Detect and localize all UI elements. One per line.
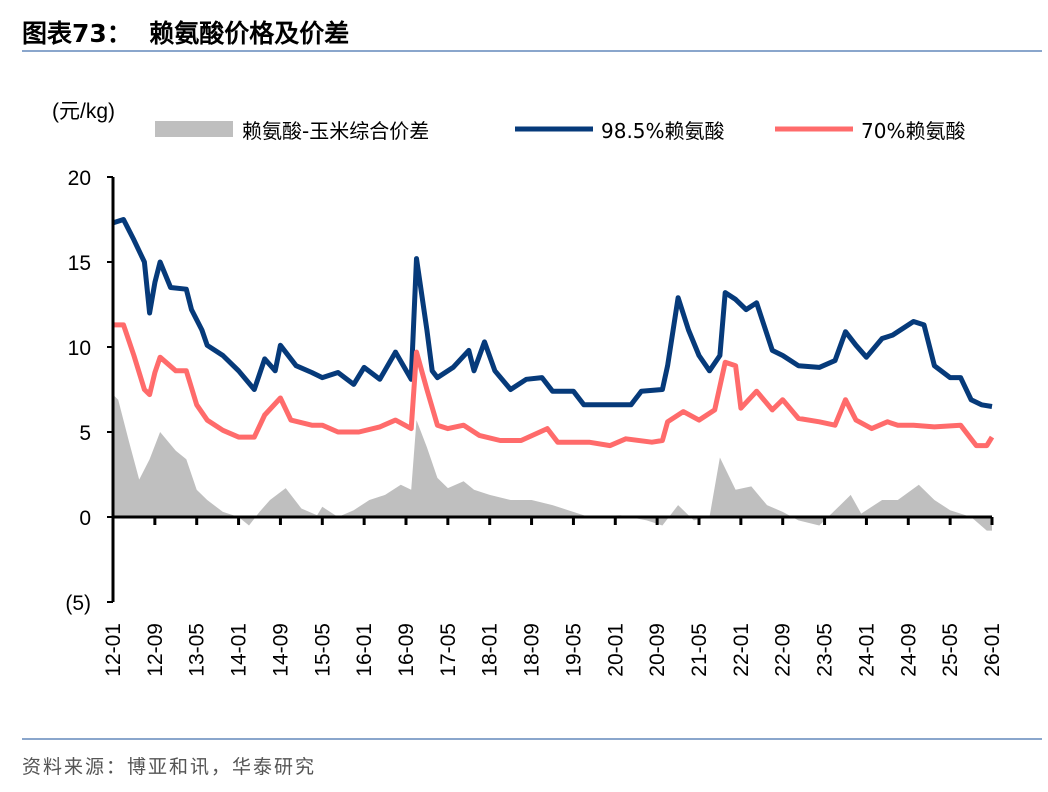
y-tick-label: 20: [68, 167, 91, 190]
unit-label: (元/kg): [52, 100, 115, 123]
x-tick-label: 14-01: [228, 623, 251, 677]
legend-label-spread: 赖氨酸-玉米综合价差: [242, 119, 429, 143]
x-tick-label: 15-05: [311, 623, 334, 677]
x-tick-label: 18-09: [521, 623, 544, 677]
legend: 赖氨酸-玉米综合价差 98.5%赖氨酸 70%赖氨酸: [155, 119, 965, 143]
x-tick-label: 26-01: [981, 623, 1004, 677]
x-tick-label: 24-01: [855, 623, 878, 677]
source-divider: [22, 738, 1042, 740]
y-tick-label: 15: [68, 252, 91, 275]
y-tick-label: (5): [65, 592, 91, 615]
y-tick-label: 5: [79, 422, 91, 445]
legend-label-lys98: 98.5%赖氨酸: [601, 119, 725, 143]
legend-label-lys70: 70%赖氨酸: [861, 119, 965, 143]
line-lys98: [112, 217, 993, 409]
title-divider: [22, 50, 1042, 52]
source-note: 资料来源：博亚和讯，华泰研究: [22, 756, 317, 778]
x-tick-label: 16-09: [395, 623, 418, 677]
x-tick-label: 22-01: [730, 623, 753, 677]
x-tick-label: 22-09: [772, 623, 795, 677]
y-tick-label: 0: [79, 507, 91, 530]
x-tick-label: 20-01: [604, 623, 627, 677]
legend-swatch-spread: [155, 121, 233, 137]
x-tick-label: 14-09: [269, 623, 292, 677]
x-tick-label: 12-09: [144, 623, 167, 677]
x-tick-label: 12-01: [102, 623, 125, 677]
x-tick-label: 17-05: [437, 623, 460, 677]
line-lys70: [113, 322, 995, 449]
x-tick-label: 18-01: [479, 623, 502, 677]
y-tick-label: 10: [68, 337, 91, 360]
x-tick-label: 13-05: [186, 623, 209, 677]
x-tick-label: 16-01: [353, 623, 376, 677]
x-tick-label: 21-05: [688, 623, 711, 677]
x-tick-label: 24-09: [897, 623, 920, 677]
x-tick-label: 25-05: [939, 623, 962, 677]
figure-title: 图表73： 赖氨酸价格及价差: [22, 19, 350, 48]
x-tick-label: 23-05: [814, 623, 837, 677]
area-spread: [113, 394, 992, 531]
x-tick-label: 20-09: [646, 623, 669, 677]
x-tick-label: 19-05: [562, 623, 585, 677]
